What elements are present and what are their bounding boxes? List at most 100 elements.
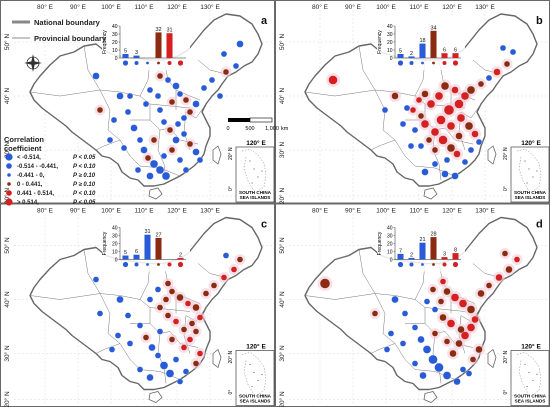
- lon-label: 90° E: [70, 3, 87, 11]
- legend-pvalue: P ≥ 0.10: [73, 173, 96, 179]
- province-line: [139, 369, 181, 380]
- station-marker: [471, 130, 479, 138]
- chart-bar: [133, 55, 140, 58]
- panel-a: 80° E 90° E 100° E 110° E 120° E 130° E 50° N 4…: [0, 0, 275, 205]
- station-marker: [437, 298, 445, 305]
- panel-d: 80° E 90° E 100° E 110° E 120° E 130° E 50° N 4…: [275, 203, 550, 407]
- station-marker: [146, 373, 154, 382]
- chart-bar: [166, 33, 173, 58]
- station-marker: [146, 86, 154, 94]
- panel-letter: a: [261, 15, 268, 27]
- station-marker: [503, 60, 511, 68]
- scale-bar: 0 500 1,000 km: [226, 117, 289, 132]
- station-marker: [399, 340, 407, 347]
- station-marker: [92, 72, 100, 80]
- station-marker: [451, 86, 459, 94]
- province-line: [95, 343, 121, 354]
- station-marker: [421, 90, 429, 98]
- station-marker: [443, 104, 455, 116]
- station-marker: [465, 370, 473, 377]
- station-marker: [156, 106, 164, 114]
- hainan-outline: [148, 187, 163, 200]
- chart-ylabel: Frequency: [377, 231, 383, 255]
- legend-symbol: [7, 173, 11, 177]
- chart-bar-label: 18: [419, 38, 425, 44]
- chart-bar-label: 5: [399, 49, 402, 55]
- chart-bar-label: 6: [454, 48, 457, 54]
- scale-label-500: 500: [245, 126, 254, 132]
- station-marker: [443, 156, 451, 164]
- station-marker: [371, 310, 379, 317]
- province-line: [424, 307, 466, 312]
- chart-bar: [419, 242, 426, 260]
- chart-ytick: 10: [112, 249, 118, 255]
- lon-label: 120° E: [167, 3, 187, 11]
- station-marker: [425, 136, 433, 144]
- chart-bar: [122, 255, 129, 260]
- station-marker: [140, 146, 148, 154]
- station-marker: [92, 276, 100, 283]
- station-marker: [180, 114, 188, 122]
- chart-category-symbol: [432, 263, 435, 266]
- lat-label: 40° N: [278, 88, 286, 105]
- lat-label: 20° N: [278, 391, 286, 407]
- station-marker: [156, 304, 164, 311]
- station-marker: [192, 303, 200, 312]
- station-marker: [159, 361, 169, 370]
- chart-ytick: 30: [112, 233, 118, 239]
- station-marker: [469, 356, 477, 363]
- station-marker: [172, 136, 180, 144]
- chart-category-symbol: [134, 262, 139, 267]
- station-marker: [150, 136, 158, 144]
- lon-label: 110° E: [409, 207, 429, 215]
- legend-range: 0.441 - 0.514,: [17, 191, 54, 197]
- chart-bar-label: 27: [155, 232, 161, 238]
- station-marker: [184, 300, 192, 307]
- inset-name-2: SEA ISLANDS: [515, 195, 546, 200]
- station-marker: [439, 278, 447, 285]
- chart-category-symbol: [409, 61, 414, 65]
- inset-lat-label: 0°: [503, 390, 509, 395]
- lat-label: 20° N: [3, 188, 11, 205]
- station-marker: [499, 44, 507, 52]
- station-marker: [417, 112, 425, 120]
- province-line: [394, 343, 416, 370]
- hainan-outline: [148, 391, 163, 403]
- chart-category-symbol: [409, 262, 414, 267]
- station-marker: [455, 132, 463, 140]
- station-marker: [192, 328, 200, 335]
- station-marker: [438, 135, 448, 145]
- station-marker: [236, 40, 244, 48]
- chart-bar: [397, 54, 404, 58]
- chart-ytick: 20: [387, 241, 393, 247]
- chart-ytick: 0: [390, 56, 393, 62]
- station-marker: [144, 154, 152, 162]
- station-marker: [407, 142, 415, 150]
- station-marker: [460, 91, 470, 101]
- lon-label: 80° E: [37, 3, 54, 11]
- chart-category-symbol: [452, 60, 459, 66]
- inset-lon-label: 120° E: [521, 343, 541, 351]
- station-marker: [475, 138, 483, 146]
- chart-bar-label: 5: [124, 250, 127, 256]
- station-marker: [422, 345, 432, 354]
- chart-category-symbol: [177, 261, 184, 268]
- chart-bar-label: 21: [419, 237, 425, 243]
- station-marker: [328, 75, 338, 85]
- station-marker: [164, 312, 172, 319]
- station-marker: [200, 84, 208, 92]
- station-marker: [453, 150, 461, 158]
- station-marker: [411, 324, 419, 331]
- hainan-outline: [423, 391, 438, 403]
- lat-label: 40° N: [3, 291, 11, 308]
- station-marker: [180, 326, 188, 333]
- station-marker: [411, 126, 419, 134]
- station-marker: [423, 298, 431, 305]
- station-marker: [446, 143, 456, 153]
- lat-label: 30° N: [278, 142, 286, 159]
- station-marker: [454, 99, 464, 109]
- station-marker: [126, 340, 134, 347]
- taiwan-outline: [487, 145, 497, 165]
